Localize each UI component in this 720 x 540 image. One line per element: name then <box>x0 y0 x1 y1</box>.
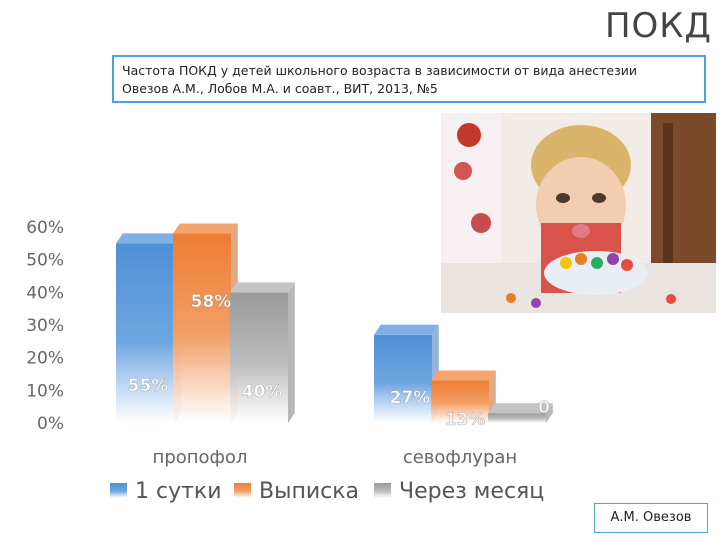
legend-label: 1 сутки <box>135 479 222 504</box>
y-tick-label: 10% <box>26 381 64 401</box>
data-label: 58% <box>191 292 232 312</box>
category-label: пропофол <box>153 447 248 468</box>
y-tick-label: 40% <box>26 283 64 303</box>
bar-top <box>230 282 295 293</box>
legend-label: Выписка <box>259 479 359 504</box>
bar-top <box>488 403 553 414</box>
data-label: 40% <box>242 382 283 402</box>
caption-line-2: Овезов А.М., Лобов М.А. и соавт., ВИТ, 2… <box>122 81 438 96</box>
caption-line-1: Частота ПОКД у детей школьного возраста … <box>122 63 638 78</box>
bar-side <box>288 282 295 423</box>
y-axis: 0% 10% 20% 30% 40% 50% 60% <box>26 218 64 434</box>
data-label: 13% <box>445 410 486 430</box>
data-labels: 55% 58% 40% 27% 13% 0 <box>127 292 550 431</box>
category-label: севофлуран <box>403 447 517 468</box>
y-tick-label: 50% <box>26 251 64 271</box>
bars-layer <box>116 223 553 423</box>
bar-top <box>374 324 439 335</box>
slide-title: ПОКД <box>604 6 712 46</box>
caption-box: Частота ПОКД у детей школьного возраста … <box>112 55 706 103</box>
y-tick-label: 0% <box>37 414 64 434</box>
bar <box>374 334 432 423</box>
y-tick-label: 30% <box>26 316 64 336</box>
bar <box>116 243 174 423</box>
bar-top <box>431 370 496 381</box>
y-tick-label: 20% <box>26 349 64 369</box>
child-photo <box>441 113 716 313</box>
bar-top <box>173 223 238 234</box>
x-axis-categories: пропофол севофлуран <box>153 447 518 468</box>
legend-label: Через месяц <box>399 479 544 504</box>
bar <box>488 413 546 423</box>
data-label: 0 <box>538 398 550 418</box>
bar-side <box>546 403 553 423</box>
bar <box>173 233 231 423</box>
data-label: 27% <box>390 388 431 408</box>
bar <box>230 292 288 423</box>
data-label: 55% <box>128 376 169 396</box>
legend: 1 сутки Выписка Через месяц <box>110 479 544 504</box>
legend-swatch <box>234 483 251 498</box>
bar <box>431 380 489 423</box>
author-box: А.М. Овезов <box>594 503 708 533</box>
y-tick-label: 60% <box>26 218 64 238</box>
bar-top <box>116 233 181 244</box>
legend-swatch <box>374 483 391 498</box>
legend-swatch <box>110 483 127 498</box>
